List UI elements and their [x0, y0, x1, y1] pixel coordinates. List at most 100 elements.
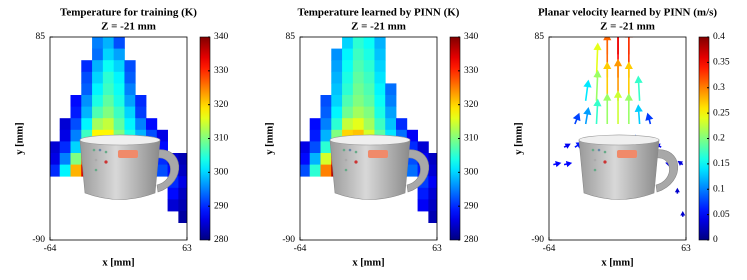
- plot-area: [553, 37, 686, 217]
- colorbar-tick-label: 0.1: [713, 184, 725, 194]
- heatmap-cell: [59, 118, 71, 131]
- heatmap-cell: [156, 153, 168, 165]
- x-axis-label: x [mm]: [102, 257, 134, 268]
- heatmap-cell: [81, 60, 93, 73]
- heatmap-cell: [156, 129, 168, 142]
- heatmap-cell: [300, 164, 311, 177]
- heatmap-cell: [81, 129, 93, 142]
- axes-frame: [299, 36, 438, 241]
- heatmap-cell: [406, 153, 418, 165]
- heatmap-cell: [102, 106, 115, 119]
- heatmap-cell: [102, 95, 115, 107]
- heatmap-cell: [352, 95, 365, 107]
- colorbar-tick-label: 290: [464, 201, 479, 211]
- heatmap-cell: [309, 141, 321, 154]
- heatmap-cell: [178, 153, 187, 165]
- y-tick-label: 85: [535, 32, 545, 42]
- panel: Planar velocity learned by PINN (m/s) Z =…: [513, 7, 729, 269]
- velocity-arrow: [677, 160, 684, 166]
- colorbar-tick-label: 330: [214, 66, 229, 76]
- heatmap-cell: [374, 83, 386, 96]
- heatmap-cell: [124, 83, 136, 96]
- heatmap-cell: [92, 71, 104, 84]
- heatmap-cell: [102, 37, 115, 49]
- heatmap-cell: [396, 129, 408, 142]
- heatmap-cell: [70, 141, 82, 154]
- heatmap-cell: [59, 153, 71, 165]
- heatmap-cell: [363, 83, 375, 96]
- heatmap-cell: [352, 60, 365, 73]
- heatmap-cell: [374, 60, 386, 73]
- panel: Temperature for training (K) Z = -21 mm -6…: [14, 7, 228, 269]
- x-tick-label: 63: [182, 244, 192, 254]
- heatmap-cell: [342, 118, 354, 131]
- heatmap-cell: [167, 187, 179, 200]
- heatmap-cell: [113, 95, 125, 107]
- heatmap-cell: [428, 199, 437, 212]
- heatmap-cell: [124, 71, 136, 84]
- colorbar-tick-label: 0.4: [713, 32, 725, 42]
- heatmap-cell: [363, 106, 375, 119]
- heatmap-cell: [352, 83, 365, 96]
- y-tick-label: -90: [531, 235, 544, 245]
- heatmap-cell: [352, 106, 365, 119]
- chart-subtitle: Z = -21 mm: [600, 21, 655, 33]
- heatmap-cell: [92, 48, 104, 61]
- velocity-arrow: [563, 143, 571, 149]
- chart-title: Temperature for training (K): [60, 7, 197, 19]
- heatmap-cell: [102, 60, 115, 73]
- heatmap-cell: [124, 60, 136, 73]
- y-axis-label: y [mm]: [14, 122, 25, 154]
- heatmap-cell: [417, 187, 429, 200]
- y-axis-label: y [mm]: [264, 122, 275, 154]
- velocity-arrow: [563, 160, 573, 168]
- heatmap-cell: [135, 95, 147, 107]
- y-tick-label: 85: [286, 32, 296, 42]
- heatmap-cell: [320, 164, 332, 177]
- heatmap-cell: [102, 48, 115, 61]
- velocity-arrow: [583, 107, 592, 125]
- heatmap-cell: [92, 118, 104, 131]
- heatmap-cell: [309, 164, 321, 177]
- heatmap-cell: [342, 60, 354, 73]
- heatmap-cell: [374, 71, 386, 84]
- x-tick-label: 63: [432, 244, 442, 254]
- heatmap-cell: [167, 199, 179, 212]
- heatmap-cell: [331, 83, 343, 96]
- heatmap-cell: [92, 37, 104, 49]
- colorbar-tick-label: 340: [464, 32, 479, 42]
- x-axis-label: x [mm]: [601, 257, 633, 268]
- velocity-arrow: [674, 187, 680, 194]
- heatmap-cell: [92, 106, 104, 119]
- heatmap-cell: [331, 106, 343, 119]
- heatmap-cell: [385, 95, 397, 107]
- colorbar-tick-label: 280: [464, 235, 479, 245]
- heatmap-cell: [70, 164, 82, 177]
- heatmap-cell: [50, 164, 61, 177]
- heatmap-cell: [70, 95, 82, 107]
- velocity-arrow: [553, 160, 562, 168]
- heatmap-cell: [374, 118, 386, 131]
- heatmap-cell: [92, 60, 104, 73]
- heatmap-cell: [363, 37, 375, 49]
- heatmap-cell: [320, 106, 332, 119]
- heatmap-cell: [406, 141, 418, 154]
- heatmap-cell: [178, 176, 187, 189]
- heatmap-cell: [428, 164, 437, 177]
- heatmap-cell: [70, 153, 82, 165]
- heatmap-cell: [81, 71, 93, 84]
- heatmap-cell: [342, 106, 354, 119]
- heatmap-cell: [70, 118, 82, 131]
- heatmap-cell: [396, 118, 408, 131]
- heatmap-cell: [406, 164, 418, 177]
- velocity-arrow: [583, 79, 592, 101]
- colorbar-tick-label: 310: [464, 134, 479, 144]
- heatmap-cell: [374, 106, 386, 119]
- heatmap-cell: [320, 95, 332, 107]
- velocity-arrow: [680, 210, 686, 217]
- heatmap-cell: [81, 83, 93, 96]
- x-axis-label: x [mm]: [352, 257, 384, 268]
- axes-frame: [548, 36, 687, 241]
- velocity-arrow: [624, 93, 633, 124]
